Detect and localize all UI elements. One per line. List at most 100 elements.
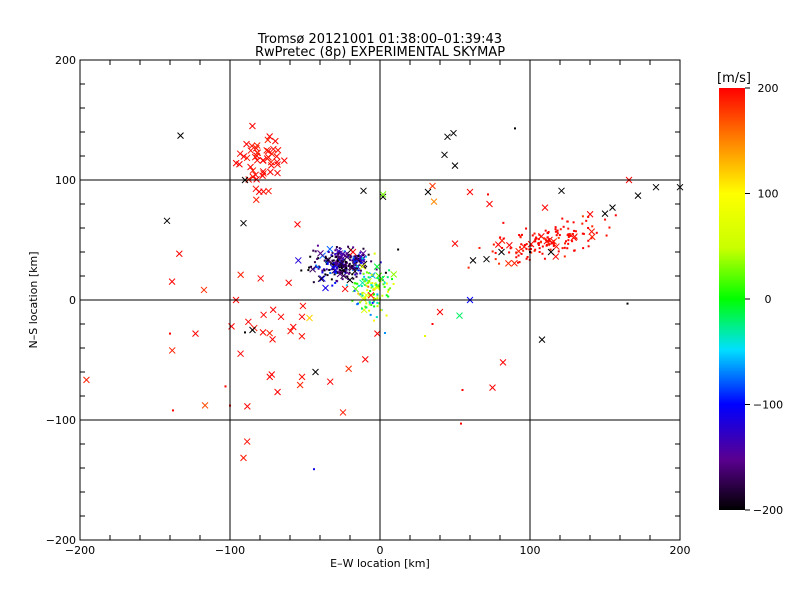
echo-mark-dot bbox=[431, 323, 434, 325]
echo-mark-x bbox=[326, 378, 334, 386]
echo-mark-dot bbox=[563, 255, 566, 258]
echo-mark-x bbox=[249, 122, 256, 130]
echo-mark-x bbox=[349, 248, 357, 256]
echo-mark-x bbox=[287, 327, 294, 335]
echo-mark-dot bbox=[386, 290, 389, 293]
echo-mark-x bbox=[450, 129, 457, 137]
echo-mark-dot bbox=[359, 272, 362, 275]
echo-mark-dot bbox=[530, 244, 533, 247]
echo-mark-dot bbox=[557, 250, 560, 253]
echo-mark-x bbox=[359, 250, 367, 257]
echo-mark-dot bbox=[328, 260, 331, 263]
echo-mark-dot bbox=[544, 229, 547, 232]
echo-mark-dot bbox=[300, 269, 303, 272]
echo-mark-dot bbox=[334, 281, 337, 284]
echo-mark-x bbox=[259, 329, 267, 336]
echo-mark-dot bbox=[389, 287, 392, 290]
echo-mark-x bbox=[444, 133, 451, 141]
echo-mark-dot bbox=[517, 254, 520, 257]
echo-mark-x bbox=[319, 275, 326, 282]
echo-mark-x bbox=[489, 384, 496, 391]
echo-mark-dot bbox=[324, 259, 327, 262]
echo-mark-x bbox=[373, 263, 381, 270]
echo-mark-x bbox=[317, 275, 325, 283]
echo-mark-dot bbox=[361, 294, 364, 297]
echo-mark-dot bbox=[569, 234, 572, 237]
echo-mark-x bbox=[168, 278, 176, 286]
echo-mark-dot bbox=[345, 284, 348, 287]
x-tick-label: −200 bbox=[65, 544, 95, 557]
echo-mark-dot bbox=[581, 215, 584, 218]
echo-mark-dot bbox=[386, 276, 389, 279]
echo-mark-x bbox=[260, 311, 267, 319]
echo-mark-dot bbox=[371, 285, 374, 288]
echo-mark-x bbox=[361, 356, 369, 363]
echo-mark-dot bbox=[376, 301, 379, 304]
echo-mark-dot bbox=[525, 257, 528, 260]
echo-mark-dot bbox=[567, 242, 570, 245]
echo-mark-dot bbox=[335, 267, 338, 270]
y-tick-label: −200 bbox=[46, 534, 76, 547]
echo-mark-dot bbox=[375, 316, 378, 319]
echo-mark-dot bbox=[528, 248, 531, 251]
echo-mark-dot bbox=[567, 234, 570, 237]
echo-mark-dot bbox=[358, 301, 361, 304]
echo-mark-dot bbox=[545, 239, 548, 242]
echo-mark-dot bbox=[376, 297, 379, 300]
echo-mark-x bbox=[264, 136, 272, 144]
echo-mark-dot bbox=[547, 231, 550, 234]
echo-mark-x bbox=[499, 359, 507, 366]
echo-mark-dot bbox=[573, 249, 576, 252]
echo-mark-dot bbox=[591, 225, 594, 228]
echo-mark-x bbox=[260, 170, 267, 177]
echo-mark-dot bbox=[352, 246, 355, 249]
echo-mark-x bbox=[456, 312, 463, 319]
echo-mark-dot bbox=[608, 226, 611, 229]
echo-mark-dot bbox=[355, 275, 358, 278]
x-axis-label: E–W location [km] bbox=[330, 557, 430, 570]
echo-mark-dot bbox=[605, 234, 608, 237]
echo-mark-x bbox=[83, 376, 90, 384]
echo-mark-dot bbox=[538, 250, 541, 253]
echo-mark-dot bbox=[373, 252, 376, 255]
echo-mark-x bbox=[520, 243, 528, 251]
echo-mark-x bbox=[360, 295, 367, 303]
echo-mark-x bbox=[269, 306, 277, 314]
echo-mark-dot bbox=[352, 258, 355, 261]
echo-mark-dot bbox=[543, 237, 546, 240]
echo-mark-dot bbox=[515, 256, 518, 259]
echo-mark-dot bbox=[568, 232, 571, 235]
echo-mark-x bbox=[263, 147, 271, 154]
echo-mark-dot bbox=[529, 248, 532, 251]
echo-mark-dot bbox=[354, 257, 357, 260]
echo-mark-dot bbox=[361, 258, 364, 261]
echo-mark-dot bbox=[338, 270, 341, 273]
echo-mark-dot bbox=[375, 268, 378, 271]
echo-mark-x bbox=[352, 285, 359, 293]
echo-mark-dot bbox=[313, 267, 316, 270]
echo-mark-dot bbox=[359, 293, 362, 296]
echo-mark-x bbox=[294, 221, 301, 228]
echo-mark-dot bbox=[541, 252, 544, 255]
echo-mark-x bbox=[289, 323, 297, 331]
echo-mark-dot bbox=[381, 276, 384, 279]
echo-mark-dot bbox=[566, 247, 569, 250]
echo-mark-x bbox=[359, 263, 366, 270]
echo-mark-x bbox=[264, 147, 272, 155]
echo-mark-dot bbox=[543, 257, 546, 260]
echo-mark-x bbox=[340, 272, 347, 280]
echo-mark-dot bbox=[514, 127, 516, 130]
echo-mark-dot bbox=[387, 295, 390, 298]
echo-mark-dot bbox=[308, 266, 311, 269]
echo-mark-dot bbox=[391, 278, 394, 281]
echo-mark-x bbox=[441, 151, 448, 159]
echo-mark-x bbox=[257, 275, 265, 282]
echo-mark-dot bbox=[563, 242, 566, 245]
echo-mark-dot bbox=[351, 273, 354, 276]
echo-mark-dot bbox=[381, 294, 384, 297]
echo-mark-dot bbox=[375, 283, 378, 286]
echo-mark-dot bbox=[626, 302, 629, 305]
echo-mark-dot bbox=[329, 271, 332, 274]
echo-mark-dot bbox=[224, 385, 227, 388]
echo-mark-dot bbox=[539, 241, 542, 244]
